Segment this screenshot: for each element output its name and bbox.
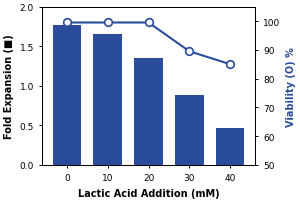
Bar (134, 59, 163, 165)
Y-axis label: Fold Expansion (■): Fold Expansion (■) (4, 34, 14, 139)
X-axis label: Lactic Acid Addition (mM): Lactic Acid Addition (mM) (78, 188, 219, 198)
Bar (175, 96, 204, 165)
Bar (94, 35, 122, 165)
Y-axis label: Viability (O) %: Viability (O) % (286, 47, 296, 126)
Bar (216, 128, 244, 165)
Bar (52, 26, 81, 165)
